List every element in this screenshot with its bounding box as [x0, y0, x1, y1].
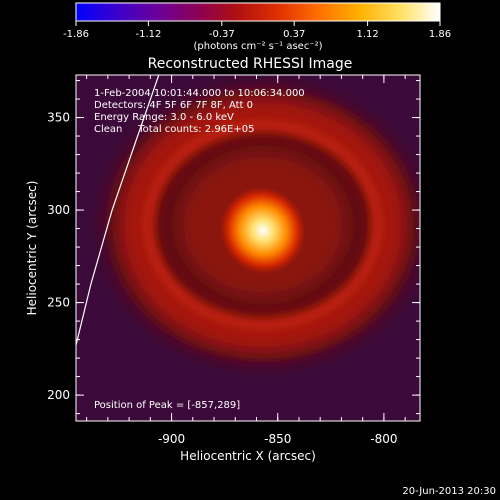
annotation-line: Clean Total counts: 2.96E+05: [94, 124, 254, 135]
emission-ring-inner: [143, 119, 383, 330]
annotation-line: Energy Range: 3.0 - 6.0 keV: [94, 112, 234, 123]
x-tick-label: -850: [264, 432, 291, 446]
plot-timestamp: 20-Jun-2013 20:30: [402, 486, 496, 497]
colorbar-ticks: -1.86 -1.12 -0.37 0.37 1.12 1.86: [63, 21, 451, 40]
colorbar-tick-label: 1.86: [429, 29, 451, 40]
y-axis: 200 250 300 350: [47, 80, 420, 415]
x-axis-label: Heliocentric X (arcsec): [180, 449, 316, 463]
plot-area: -900 -850 -800 200 250 300 350: [47, 74, 421, 446]
colorbar-tick-label: 1.12: [356, 29, 378, 40]
peak-position-label: Position of Peak = [-857,289]: [94, 400, 240, 411]
y-tick-label: 250: [47, 296, 70, 310]
colorbar-tick-label: -1.12: [135, 29, 161, 40]
chart-title: Reconstructed RHESSI Image: [148, 56, 353, 72]
emission-ring: [118, 96, 408, 353]
colorbar-tick-label: -0.37: [209, 29, 235, 40]
x-tick-label: -800: [370, 432, 397, 446]
y-tick-label: 350: [47, 111, 70, 125]
y-axis-label: Heliocentric Y (arcsec): [25, 181, 39, 316]
colorbar-tick-label: -1.86: [63, 29, 89, 40]
colorbar-unit-label: (photons cm⁻² s⁻¹ asec⁻²): [193, 41, 322, 52]
colorbar-gradient: [75, 2, 441, 22]
y-tick-label: 300: [47, 203, 70, 217]
annotation-line: Detectors: 4F 5F 6F 7F 8F, Att 0: [94, 100, 253, 111]
annotation-block: 1-Feb-2004 10:01:44.000 to 10:06:34.000D…: [94, 88, 305, 135]
solar-limb-line: [76, 75, 160, 346]
heatmap-image: [76, 75, 420, 421]
plot-frame: [75, 74, 421, 422]
x-axis: -900 -850 -800: [86, 75, 406, 446]
x-tick-label: -900: [158, 432, 185, 446]
annotation-line: 1-Feb-2004 10:01:44.000 to 10:06:34.000: [94, 88, 305, 99]
y-tick-label: 200: [47, 388, 70, 402]
colorbar-tick-label: 0.37: [283, 29, 305, 40]
colorbar: -1.86 -1.12 -0.37 0.37 1.12 1.86 (photons cm⁻…: [63, 2, 451, 52]
emission-peak: [219, 186, 306, 275]
